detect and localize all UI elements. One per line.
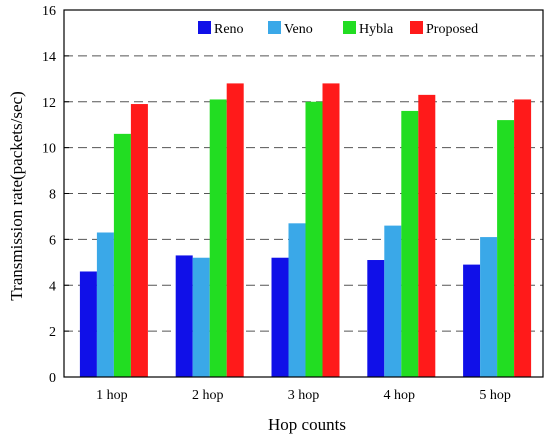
y-tick-label: 10 [42, 142, 56, 157]
legend-label-hybla: Hybla [359, 22, 394, 37]
bar-veno-4 [384, 225, 402, 377]
legend: Reno Veno Hybla Proposed [198, 21, 478, 37]
bar-proposed-2 [226, 83, 244, 378]
y-tick-label: 4 [49, 279, 56, 294]
bar-reno-4 [367, 260, 385, 377]
y-tick-label: 14 [42, 50, 56, 65]
bar-proposed-5 [514, 99, 532, 378]
bar-hybla-2 [209, 99, 227, 378]
bar-hybla-5 [497, 120, 515, 377]
y-tick-label: 12 [42, 96, 56, 111]
x-tick-label: 1 hop [96, 388, 128, 403]
legend-label-proposed: Proposed [426, 22, 478, 37]
legend-swatch-reno [198, 21, 211, 34]
x-tick-label: 2 hop [192, 388, 224, 403]
tick-labels: 0 2 4 6 8 10 12 14 16 1 hop 2 hop 3 hop 4 hop 5 hop [42, 4, 511, 403]
bar-hybla-4 [401, 110, 419, 378]
bar-proposed-3 [322, 83, 340, 378]
bar-proposed-1 [130, 104, 148, 377]
bar-reno-5 [463, 264, 481, 377]
bar-hybla-3 [305, 101, 323, 377]
bars [79, 83, 532, 378]
bar-veno-2 [192, 257, 210, 377]
y-tick-label: 6 [49, 233, 56, 248]
bar-hybla-1 [113, 133, 131, 377]
x-axis-title: Hop counts [268, 415, 346, 434]
x-tick-label: 4 hop [384, 388, 416, 403]
bar-veno-3 [288, 223, 306, 377]
y-tick-label: 2 [49, 325, 56, 340]
legend-label-reno: Reno [214, 22, 244, 37]
bar-reno-1 [79, 271, 97, 377]
x-tick-label: 3 hop [288, 388, 320, 403]
y-axis-title: Transmission rate(packets/sec) [7, 91, 26, 300]
y-tick-label: 8 [49, 188, 56, 203]
legend-swatch-veno [268, 21, 281, 34]
legend-label-veno: Veno [284, 22, 313, 37]
x-tick-label: 5 hop [479, 388, 511, 403]
bar-veno-1 [96, 232, 114, 377]
y-tick-label: 16 [42, 4, 56, 19]
bar-veno-5 [480, 237, 498, 377]
legend-swatch-hybla [343, 21, 356, 34]
legend-swatch-proposed [410, 21, 423, 34]
bar-reno-3 [271, 257, 289, 377]
plot-frame [63, 9, 544, 378]
bar-reno-2 [175, 255, 193, 377]
axes [63, 9, 544, 378]
y-tick-label: 0 [49, 371, 56, 386]
bar-proposed-4 [418, 94, 436, 378]
